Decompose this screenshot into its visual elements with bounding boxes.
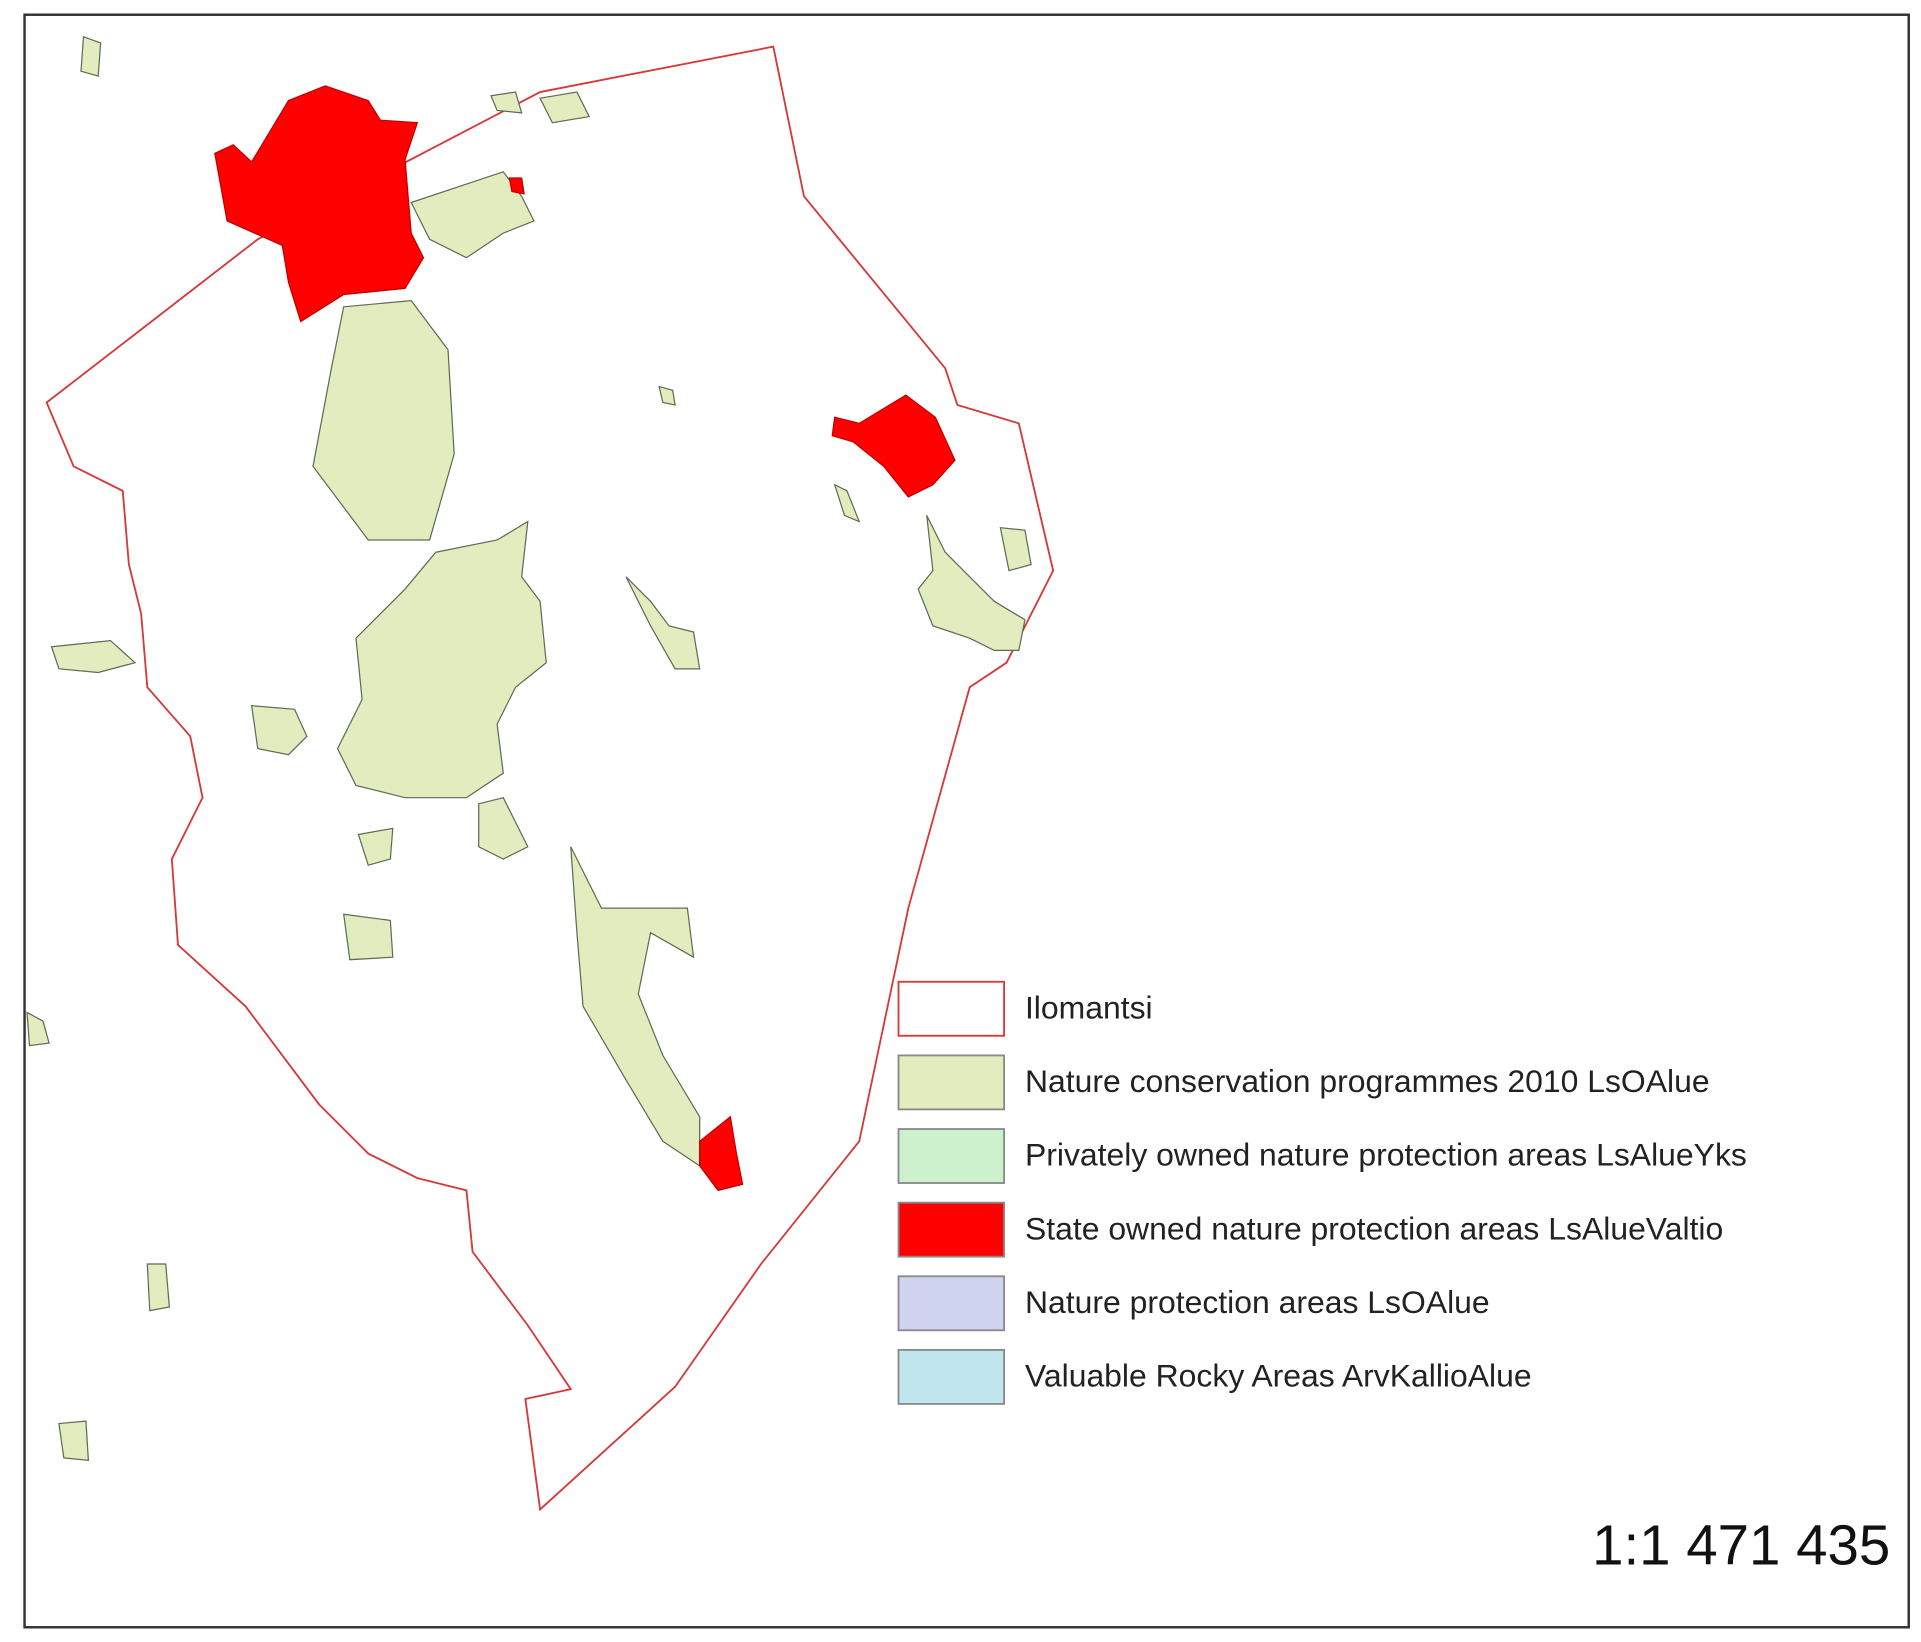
legend-swatch xyxy=(897,1349,1005,1405)
legend-swatch xyxy=(897,1275,1005,1332)
legend: Ilomantsi Nature conservation programmes … xyxy=(897,980,1747,1405)
legend-label: Nature conservation programmes 2010 LsOA… xyxy=(1025,1063,1710,1099)
legend-swatch xyxy=(897,1201,1005,1258)
state-areas xyxy=(214,85,956,1192)
legend-swatch xyxy=(897,1054,1005,1111)
legend-label: Ilomantsi xyxy=(1025,989,1153,1025)
boundary xyxy=(45,45,1055,1512)
legend-swatch xyxy=(897,980,1005,1037)
legend-label: State owned nature protection areas LsAl… xyxy=(1025,1210,1723,1246)
legend-label: Nature protection areas LsOAlue xyxy=(1025,1284,1490,1320)
legend-label: Privately owned nature protection areas … xyxy=(1025,1137,1747,1173)
legend-label: Valuable Rocky Areas ArvKallioAlue xyxy=(1025,1358,1532,1394)
scale-label: 1:1 471 435 xyxy=(1592,1514,1890,1577)
conservation-areas xyxy=(26,35,1032,1462)
legend-swatch xyxy=(897,1128,1005,1184)
